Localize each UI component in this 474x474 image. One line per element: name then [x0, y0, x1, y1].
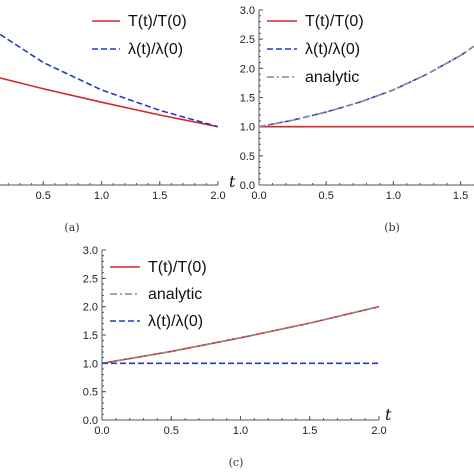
series-line-T	[0, 77, 218, 128]
y-tick-label: 2.0	[240, 63, 255, 75]
x-tick-label: 1.0	[233, 425, 248, 437]
x-tick-label: 1.0	[386, 190, 401, 202]
panel-c-caption: (c)	[229, 456, 244, 469]
series-line-lambda	[0, 33, 218, 128]
x-tick-label: 1.5	[152, 190, 167, 202]
y-tick-label: 0.0	[83, 415, 98, 427]
x-tick-label: 0.5	[36, 190, 51, 202]
legend-label: λ(t)/λ(0)	[148, 313, 203, 330]
series-line-T	[102, 305, 379, 365]
y-tick-label: 1.5	[83, 330, 98, 342]
y-tick-label: 3.0	[240, 5, 255, 17]
panel-b-chart: 0.0 0.5 1.0 1.5 0.0 0.5 1.0 1.5 2.0 2.5 3.0 T(t)/T(…	[240, 5, 474, 202]
series-line-lambda	[259, 45, 474, 128]
series-line-analytic	[102, 305, 379, 365]
series-line-analytic	[259, 45, 474, 128]
legend-label: analytic	[305, 69, 359, 86]
y-tick-label: 2.0	[83, 302, 98, 314]
x-tick-label: 2.0	[210, 190, 225, 202]
y-tick-label: 3.0	[83, 245, 98, 257]
legend-label: T(t)/T(0)	[128, 13, 187, 30]
y-tick-label: 1.0	[240, 122, 255, 134]
x-tick-label: 0.5	[164, 425, 179, 437]
legend-label: analytic	[148, 286, 202, 303]
panel-a-chart: 0.5 1.0 1.5 2.0 t T(t)/T(0) λ(t)/λ(0)	[0, 13, 236, 202]
y-tick-label: 2.5	[240, 34, 255, 46]
x-tick-label: 1.0	[94, 190, 109, 202]
y-tick-label: 0.0	[240, 180, 255, 192]
x-tick-label: 0.5	[319, 190, 334, 202]
x-tick-label: 0.0	[94, 425, 109, 437]
legend-label: λ(t)/λ(0)	[305, 41, 360, 58]
legend-label: T(t)/T(0)	[148, 259, 207, 276]
x-axis-label: t	[229, 172, 236, 191]
x-tick-label: 1.5	[302, 425, 317, 437]
y-tick-label: 2.5	[83, 273, 98, 285]
y-tick-label: 1.0	[83, 358, 98, 370]
panel-c-chart: 0.0 0.5 1.0 1.5 2.0 0.0 0.5 1.0 1.5 2.0 2.5 3.0 t T(t…	[83, 245, 392, 437]
panel-b-caption: (b)	[384, 221, 400, 234]
panel-a-caption: (a)	[64, 221, 79, 234]
y-tick-label: 0.5	[240, 151, 255, 163]
legend-label: T(t)/T(0)	[305, 13, 364, 30]
legend-label: λ(t)/λ(0)	[128, 41, 183, 58]
y-tick-label: 0.5	[83, 387, 98, 399]
y-tick-label: 1.5	[240, 93, 255, 105]
x-tick-label: 0.0	[251, 190, 266, 202]
x-tick-label: 1.5	[453, 190, 468, 202]
x-axis-label: t	[385, 405, 392, 424]
x-tick-label: 2.0	[371, 425, 386, 437]
